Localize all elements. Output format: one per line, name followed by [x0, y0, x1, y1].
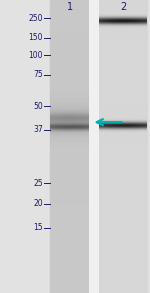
- Text: 20: 20: [33, 199, 43, 208]
- Text: 75: 75: [33, 70, 43, 79]
- Bar: [99, 0, 147, 293]
- Text: 50: 50: [33, 102, 43, 110]
- Text: 100: 100: [28, 51, 43, 59]
- Text: 15: 15: [33, 224, 43, 232]
- Bar: [89, 0, 99, 293]
- Text: 1: 1: [67, 2, 73, 12]
- Bar: [50, 0, 89, 293]
- Text: 25: 25: [33, 179, 43, 188]
- Text: 150: 150: [28, 33, 43, 42]
- Text: 2: 2: [120, 2, 126, 12]
- Text: 250: 250: [28, 14, 43, 23]
- Text: 37: 37: [33, 125, 43, 134]
